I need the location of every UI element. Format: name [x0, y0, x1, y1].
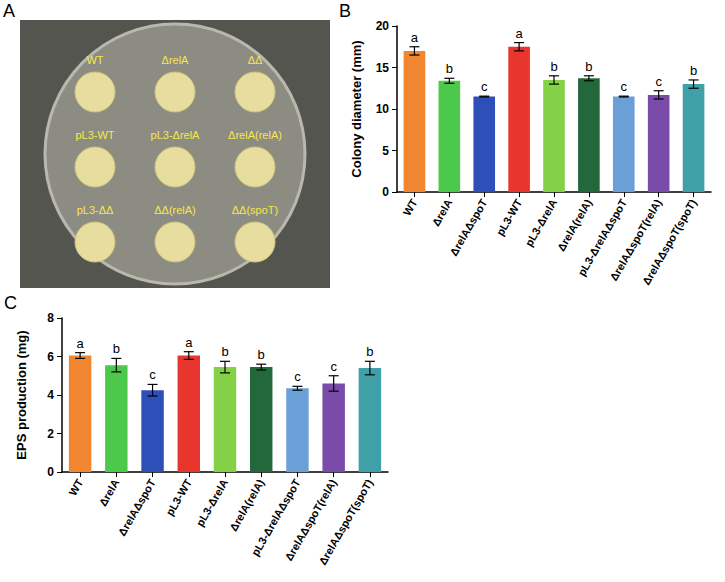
svg-text:ΔΔ(relA): ΔΔ(relA) [154, 204, 196, 216]
svg-text:C: C [4, 293, 17, 313]
svg-text:c: c [621, 79, 628, 94]
svg-text:ΔrelAΔspoT(spoT): ΔrelAΔspoT(spoT) [316, 477, 375, 567]
svg-text:ΔrelA: ΔrelA [430, 197, 455, 228]
svg-text:WT: WT [86, 54, 103, 66]
svg-text:2: 2 [47, 427, 54, 441]
svg-text:15: 15 [376, 61, 390, 75]
svg-text:A: A [3, 1, 15, 21]
svg-text:6: 6 [47, 350, 54, 364]
svg-text:ΔrelAΔspoT(spoT): ΔrelAΔspoT(spoT) [640, 197, 699, 287]
svg-text:pL3-WT: pL3-WT [163, 477, 194, 518]
svg-text:c: c [655, 74, 662, 89]
svg-text:a: a [515, 26, 523, 41]
svg-text:pL3-ΔΔ: pL3-ΔΔ [77, 204, 114, 216]
svg-text:pL3-ΔrelA: pL3-ΔrelA [194, 477, 231, 528]
svg-text:pL3-WT: pL3-WT [494, 197, 525, 238]
svg-text:b: b [113, 341, 120, 356]
svg-text:b: b [221, 344, 228, 359]
svg-text:B: B [339, 1, 351, 21]
svg-text:ΔrelAΔspoT: ΔrelAΔspoT [447, 197, 489, 258]
svg-text:ΔrelA(relA): ΔrelA(relA) [228, 129, 282, 141]
svg-text:ΔrelAΔspoT: ΔrelAΔspoT [116, 477, 158, 538]
svg-text:10: 10 [376, 102, 390, 116]
svg-text:ΔΔ: ΔΔ [248, 54, 263, 66]
svg-text:ΔrelAΔspoT(relA): ΔrelAΔspoT(relA) [607, 197, 664, 283]
svg-text:WT: WT [66, 477, 85, 498]
svg-text:0: 0 [382, 185, 389, 199]
svg-text:a: a [185, 335, 193, 350]
svg-text:pL3-WT: pL3-WT [75, 129, 114, 141]
svg-text:b: b [690, 63, 697, 78]
svg-text:Colony diameter (mm): Colony diameter (mm) [349, 40, 364, 177]
svg-text:a: a [411, 30, 419, 45]
svg-text:pL3-ΔrelA: pL3-ΔrelA [523, 197, 560, 248]
svg-text:b: b [366, 344, 373, 359]
svg-text:ΔrelA(relA): ΔrelA(relA) [227, 477, 267, 533]
svg-text:5: 5 [382, 144, 389, 158]
svg-text:4: 4 [47, 388, 54, 402]
svg-text:a: a [76, 336, 84, 351]
svg-text:ΔrelA(relA): ΔrelA(relA) [555, 197, 595, 253]
svg-text:c: c [481, 79, 488, 94]
svg-text:b: b [258, 347, 265, 362]
svg-text:WT: WT [401, 197, 420, 218]
svg-text:b: b [585, 59, 592, 74]
svg-text:c: c [330, 359, 337, 374]
svg-text:pL3-ΔrelA: pL3-ΔrelA [151, 129, 201, 141]
svg-text:ΔrelA: ΔrelA [97, 477, 122, 508]
svg-text:ΔΔ(spoT): ΔΔ(spoT) [232, 204, 278, 216]
svg-text:c: c [149, 367, 156, 382]
svg-text:pL3-ΔrelAΔspoT: pL3-ΔrelAΔspoT [249, 477, 303, 558]
svg-text:EPS production (mg): EPS production (mg) [14, 330, 29, 459]
svg-text:b: b [446, 61, 453, 76]
svg-text:c: c [294, 369, 301, 384]
svg-text:ΔrelAΔspoT(relA): ΔrelAΔspoT(relA) [282, 477, 339, 563]
svg-text:pL3-ΔrelAΔspoT: pL3-ΔrelAΔspoT [575, 197, 629, 278]
svg-text:20: 20 [376, 19, 390, 33]
svg-text:8: 8 [47, 311, 54, 325]
svg-text:ΔrelA: ΔrelA [162, 54, 190, 66]
svg-text:b: b [550, 59, 557, 74]
svg-text:0: 0 [47, 465, 54, 479]
